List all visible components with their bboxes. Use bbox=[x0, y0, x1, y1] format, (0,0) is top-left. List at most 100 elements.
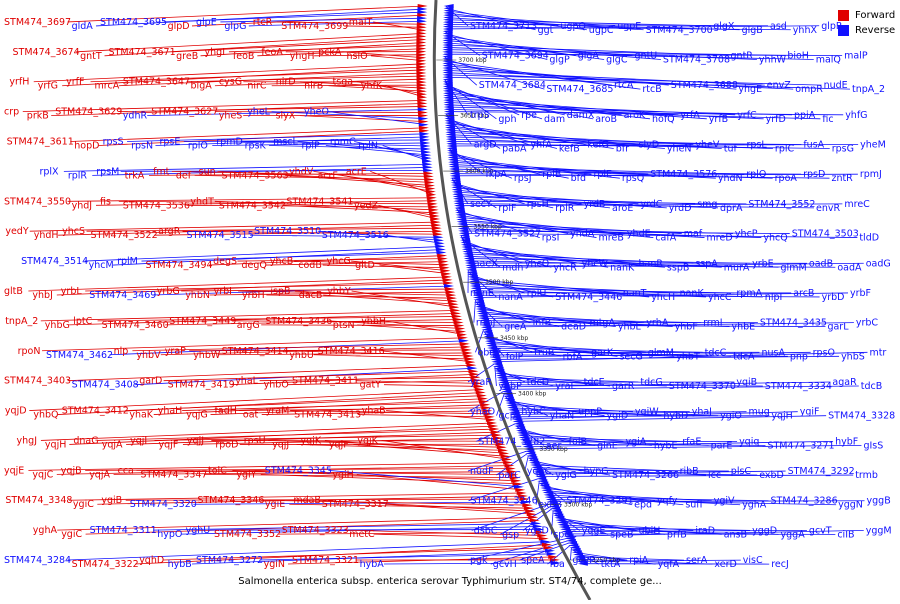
reverse-gene-label: yhbE bbox=[731, 322, 755, 333]
forward-leader-line bbox=[70, 128, 427, 142]
forward-gene-label: yraM bbox=[266, 406, 290, 417]
reverse-gene-label: infB bbox=[533, 318, 552, 329]
forward-gene-label: yrfG bbox=[38, 81, 58, 92]
forward-gene-label: cysG bbox=[219, 77, 242, 88]
reverse-gene-label: yheM bbox=[860, 140, 886, 151]
forward-gene-label: STM474_3412 bbox=[62, 406, 129, 417]
reverse-gene-label: iraD bbox=[695, 525, 715, 536]
reverse-gene-label: yraR bbox=[470, 377, 492, 388]
reverse-gene-label: folB bbox=[569, 436, 587, 447]
forward-gene-label: STM474_3347 bbox=[140, 469, 207, 480]
reverse-gene-label: yhbL bbox=[618, 322, 642, 333]
reverse-gene-label: ygiW bbox=[635, 407, 659, 418]
forward-gene-label: STM474_3541 bbox=[286, 196, 353, 207]
reverse-gene-label: fba bbox=[550, 559, 565, 570]
forward-gene-label: yhbV bbox=[136, 350, 161, 361]
forward-gene-label: STM474_3510 bbox=[254, 226, 321, 237]
forward-gene-label: yhcS bbox=[62, 226, 85, 237]
forward-leader-line bbox=[28, 277, 449, 291]
forward-gene-label: STM474_3697 bbox=[4, 17, 71, 28]
reverse-gene-label: prfB bbox=[667, 529, 687, 540]
reverse-gene-label: glgB bbox=[742, 25, 763, 36]
forward-gene-label: nirC bbox=[247, 81, 267, 92]
forward-gene-label: STM474_3674 bbox=[13, 47, 80, 58]
reverse-gene-label: oadG bbox=[866, 258, 891, 269]
forward-gene-label: STM474_3346 bbox=[197, 495, 264, 506]
reverse-gene-label: STM474_3700 bbox=[646, 25, 713, 36]
reverse-gene-label: malP bbox=[844, 50, 868, 61]
forward-gene-label: yhcM bbox=[89, 260, 114, 271]
forward-gene-label: argG bbox=[237, 320, 260, 331]
reverse-gene-label: STM474_3552 bbox=[748, 199, 815, 210]
forward-gene-label: yhbO bbox=[264, 380, 289, 391]
reverse-gene-label: xerD bbox=[714, 559, 736, 570]
reverse-gene-label: aaeX bbox=[474, 258, 498, 269]
reverse-gene-label: fusA bbox=[803, 140, 824, 151]
forward-gene-label: feoA bbox=[261, 47, 283, 58]
forward-gene-label: yedZ bbox=[354, 200, 378, 211]
forward-gene-label: yhaB bbox=[362, 406, 386, 417]
forward-gene-label: slyX bbox=[276, 111, 296, 122]
reverse-gene-label: nanE bbox=[470, 288, 494, 299]
forward-leader-line bbox=[41, 423, 495, 440]
reverse-gene-label: ubiH bbox=[639, 525, 661, 536]
forward-gene-label: yqjD bbox=[5, 406, 27, 417]
reverse-leader-line bbox=[570, 548, 571, 560]
forward-gene-label: yhcB bbox=[270, 256, 293, 267]
reverse-gene-label: yhhX bbox=[793, 25, 818, 36]
reverse-gene-label: envZ bbox=[767, 80, 791, 91]
reverse-gene-label: truB bbox=[534, 347, 554, 358]
forward-gene-label: STM474_3414 bbox=[222, 346, 289, 357]
kbp-tick-label: 3400 kbp bbox=[518, 390, 546, 397]
reverse-gene-label: dam bbox=[544, 114, 565, 125]
forward-gene-label: crp bbox=[4, 107, 19, 118]
forward-gene-label: STM474_3695 bbox=[100, 17, 167, 28]
forward-gene-label: hypO bbox=[157, 529, 182, 540]
reverse-gene-label: mreC bbox=[844, 199, 870, 210]
forward-gene-label: STM474_3311 bbox=[90, 525, 157, 536]
reverse-gene-label: sspB bbox=[667, 262, 689, 273]
reverse-gene-label: pabA bbox=[502, 144, 527, 155]
reverse-gene-label: STM474_3685 bbox=[546, 84, 613, 95]
reverse-gene-label: uppP bbox=[578, 407, 602, 418]
forward-gene-label: dacB bbox=[299, 290, 323, 301]
reverse-gene-label: nanK bbox=[680, 288, 705, 299]
reverse-gene-label: rpiA bbox=[629, 555, 649, 566]
reverse-gene-label: yheN bbox=[667, 144, 692, 155]
reverse-gene-label: STM474_3328 bbox=[828, 411, 895, 422]
forward-gene-label: yedY bbox=[5, 226, 28, 237]
reverse-gene-label: yqiq bbox=[739, 436, 759, 447]
forward-gene-label: STM474_3671 bbox=[109, 47, 176, 58]
forward-gene-label: rpmD bbox=[216, 137, 243, 148]
forward-gene-label: garD bbox=[139, 376, 162, 387]
reverse-gene-label: ansB bbox=[724, 529, 747, 540]
forward-gene-label: STM474_3345 bbox=[265, 465, 332, 476]
forward-gene-label: STM474_3514 bbox=[21, 256, 88, 267]
reverse-gene-label: ygiF bbox=[800, 407, 820, 418]
reverse-gene-label: mtr bbox=[869, 347, 886, 358]
reverse-gene-label: STM474_3446 bbox=[555, 292, 622, 303]
kbp-tick-label: 3500 kbp bbox=[485, 279, 513, 286]
reverse-gene-label: fic bbox=[822, 114, 833, 125]
reverse-gene-label: argD bbox=[474, 140, 497, 151]
reverse-gene-label: hybF bbox=[835, 436, 858, 447]
reverse-gene-label: ugpQ bbox=[560, 21, 586, 32]
reverse-gene-label: rpe bbox=[521, 110, 537, 121]
reverse-gene-label: STM474_3684 bbox=[479, 80, 546, 91]
forward-gene-label: ygiN bbox=[264, 559, 285, 570]
reverse-gene-label: hypG bbox=[584, 466, 609, 477]
forward-gene-label: yqjA bbox=[89, 469, 110, 480]
reverse-gene-label: folP bbox=[506, 351, 524, 362]
reverse-gene-label: STM474_3282 bbox=[478, 436, 545, 447]
forward-gene-label: rpsN bbox=[131, 141, 153, 152]
reverse-gene-label: rpsO bbox=[813, 347, 835, 358]
reverse-gene-label: yhdE bbox=[627, 229, 651, 240]
reverse-gene-label: visC bbox=[743, 555, 763, 566]
forward-gene-label: STM474_3408 bbox=[72, 380, 139, 391]
reverse-gene-label: yheV bbox=[695, 140, 719, 151]
reverse-gene-label: STM474_3292 bbox=[788, 466, 855, 477]
reverse-gene-label: yqfy bbox=[657, 496, 678, 507]
reverse-gene-label: tdcA bbox=[733, 351, 755, 362]
reverse-gene-label: yqjH bbox=[771, 411, 792, 422]
forward-gene-label: gntT bbox=[80, 51, 102, 62]
